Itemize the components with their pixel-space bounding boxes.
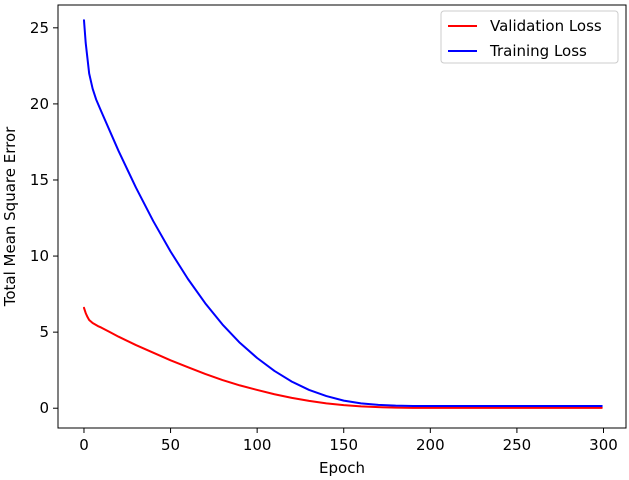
x-tick-label: 300 — [589, 436, 618, 454]
x-axis-label: Epoch — [319, 459, 365, 477]
x-tick-label: 100 — [243, 436, 272, 454]
legend-box — [440, 10, 619, 64]
x-tick-label: 0 — [79, 436, 89, 454]
y-tick-label: 15 — [30, 171, 49, 189]
x-tick-label: 150 — [329, 436, 358, 454]
series-layer — [82, 19, 603, 409]
y-tick-label: 25 — [30, 19, 49, 37]
y-tick-label: 0 — [39, 399, 49, 417]
y-tick-label: 20 — [30, 95, 49, 113]
y-tick-label: 10 — [30, 247, 49, 265]
legend: Validation Loss Training Loss — [440, 10, 619, 64]
y-tick-label: 5 — [39, 323, 49, 341]
axes-layer: 0 50 100 150 200 250 300 0 5 10 15 20 25 — [30, 4, 627, 454]
x-tick-label: 250 — [503, 436, 532, 454]
series-line-validation-loss — [82, 306, 603, 409]
x-tick-label: 200 — [416, 436, 445, 454]
axes-frame — [57, 4, 627, 429]
y-axis-label: Total Mean Square Error — [1, 126, 19, 307]
legend-label-training-loss: Training Loss — [489, 42, 587, 60]
series-line-training-loss — [82, 19, 603, 407]
legend-label-validation-loss: Validation Loss — [490, 17, 602, 35]
x-tick-label: 50 — [161, 436, 180, 454]
